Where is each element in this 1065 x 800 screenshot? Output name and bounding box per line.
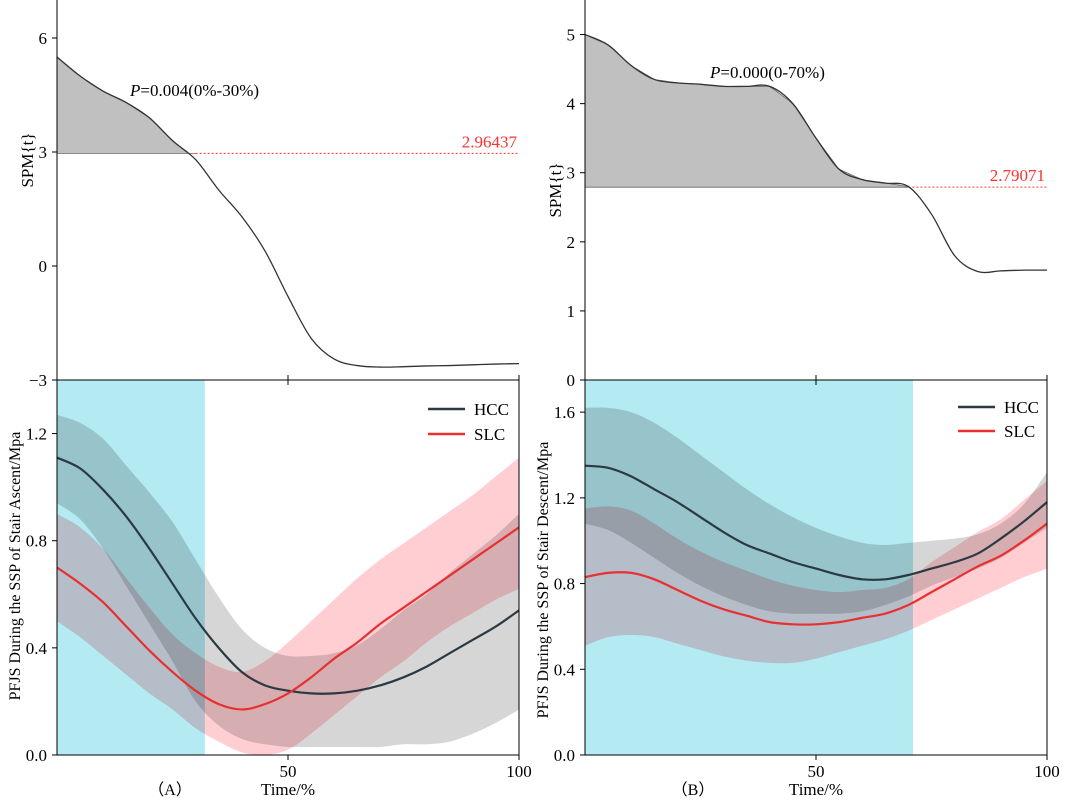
a-spm-curve xyxy=(56,56,520,368)
b-spm-ytick-label: 5 xyxy=(567,26,576,45)
a-pfjs-ytick-label: 0.8 xyxy=(26,532,47,551)
b-spm-threshold-label: 2.79071 xyxy=(990,166,1045,185)
a-spm-p-symbol: P xyxy=(129,81,140,100)
b-pfjs-ytick-label: 0.0 xyxy=(554,746,575,765)
a-spm-cluster-fill xyxy=(56,56,196,154)
panel-b-spm: 0 1 2 3 4 5 2.79071 P=0.000(0-70%) SPM{t} xyxy=(546,0,1048,390)
b-spm-ylabel: SPM{t} xyxy=(546,162,565,217)
a-legend-slc-label: SLC xyxy=(474,425,505,444)
a-pfjs-legend: HCC SLC xyxy=(428,400,509,444)
b-spm-ytick-label: 1 xyxy=(567,302,576,321)
b-hcc-mean-line xyxy=(584,464,1048,581)
b-spm-ytick-label: 0 xyxy=(567,371,576,390)
b-spm-curve xyxy=(584,33,1048,274)
b-pfjs-legend: HCC SLC xyxy=(958,398,1039,441)
a-slc-sd-band xyxy=(57,457,519,756)
a-spm-ytick-label: 0 xyxy=(39,257,48,276)
a-spm-ytick-label: 3 xyxy=(39,143,48,162)
a-pfjs-xtick-label: 100 xyxy=(506,762,532,781)
b-legend-slc-label: SLC xyxy=(1004,422,1035,441)
a-legend-hcc-label: HCC xyxy=(474,400,509,419)
b-spm-p-annotation: P=0.000(0-70%) xyxy=(709,63,825,82)
panel-a-spm: −3 0 3 6 2.96437 P=0.004(0%-30%) SPM{t} xyxy=(18,0,520,390)
a-spm-ytick-label: 6 xyxy=(39,29,48,48)
a-spm-p-annotation: P=0.004(0%-30%) xyxy=(129,81,259,100)
b-pfjs-ytick-label: 1.2 xyxy=(554,489,575,508)
a-xlabel: Time/% xyxy=(261,780,315,799)
b-spm-p-value: =0.000(0-70%) xyxy=(720,63,824,82)
b-legend-hcc-label: HCC xyxy=(1004,398,1039,417)
a-pfjs-ytick-label: 1.2 xyxy=(26,425,47,444)
panel-a-pfjs: 0.0 0.4 0.8 1.2 50 100 HCC SLC PFJS During t… xyxy=(7,379,532,799)
a-spm-threshold-label: 2.96437 xyxy=(462,132,518,151)
panel-b-pfjs: 0.0 0.4 0.8 1.2 1.6 50 100 HCC SLC PFJS Durin… xyxy=(535,379,1060,799)
a-pfjs-ytick-label: 0.4 xyxy=(26,639,48,658)
a-hcc-sd-band xyxy=(57,414,519,748)
b-pfjs-ytick-label: 0.8 xyxy=(554,575,575,594)
a-spm-ylabel: SPM{t} xyxy=(18,132,37,187)
b-spm-ytick-label: 2 xyxy=(567,233,576,252)
b-spm-p-symbol: P xyxy=(709,63,720,82)
b-spm-ytick-label: 4 xyxy=(567,95,576,114)
b-pfjs-xtick-label: 50 xyxy=(808,762,825,781)
a-pfjs-xtick-label: 50 xyxy=(280,762,297,781)
b-slc-sd-band xyxy=(585,480,1047,664)
a-panel-label: （A） xyxy=(148,781,192,799)
b-pfjs-ytick-label: 0.4 xyxy=(554,660,576,679)
b-pfjs-ylabel: PFJS During the SSP of Stair Descent/Mpa xyxy=(535,442,552,719)
a-slc-mean-line xyxy=(56,526,520,711)
b-pfjs-xtick-label: 100 xyxy=(1034,762,1060,781)
b-panel-label: （B） xyxy=(672,781,715,799)
a-pfjs-ylabel: PFJS During the SSP of Stair Ascent/Mpa xyxy=(7,432,24,701)
a-spm-p-value: =0.004(0%-30%) xyxy=(140,81,259,100)
b-xlabel: Time/% xyxy=(789,780,843,799)
a-pfjs-ytick-label: 0.0 xyxy=(26,746,47,765)
b-slc-mean-line xyxy=(584,522,1048,626)
b-pfjs-ytick-label: 1.6 xyxy=(554,403,575,422)
b-spm-cluster-fill xyxy=(584,33,909,188)
a-hcc-mean-line xyxy=(56,456,520,695)
a-spm-ytick-label: −3 xyxy=(29,371,47,390)
b-spm-ytick-label: 3 xyxy=(567,164,576,183)
